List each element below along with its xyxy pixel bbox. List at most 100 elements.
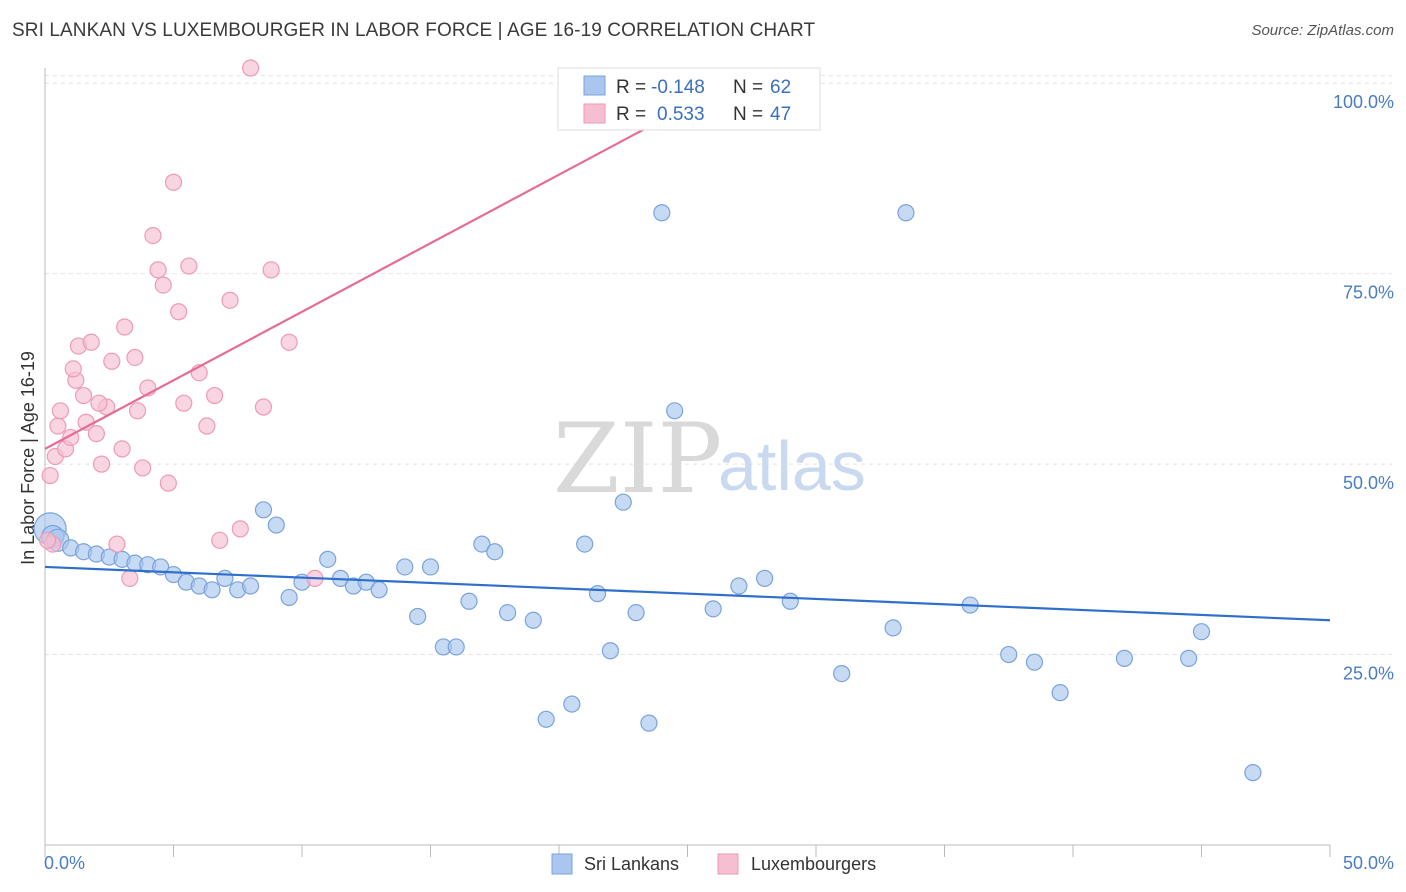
sri-lankans-point-40 xyxy=(588,585,607,603)
sri-lankans-point-20 xyxy=(280,588,298,607)
sri-lankans-point-41 xyxy=(601,642,620,660)
sri-lankans-point-38 xyxy=(563,695,581,713)
legend-swatch-luxembourgers xyxy=(717,853,739,875)
sri-lankans-points xyxy=(33,204,1262,782)
luxembourgers-point-12 xyxy=(87,425,106,443)
sri-lankans-point-15 xyxy=(216,569,234,587)
stats-n-label-1: N = xyxy=(733,77,763,98)
chart-source: Source: ZipAtlas.com xyxy=(1251,22,1394,39)
luxembourgers-point-22 xyxy=(134,459,152,477)
sri-lankans-point-17 xyxy=(242,577,260,595)
gridlines xyxy=(45,75,1392,656)
chart-title: SRI LANKAN VS LUXEMBOURGER IN LABOR FORC… xyxy=(12,20,816,41)
sri-lankans-point-48 xyxy=(730,577,748,595)
luxembourgers-point-29 xyxy=(170,303,188,321)
luxembourgers-point-33 xyxy=(198,417,216,435)
luxembourgers-point-34 xyxy=(206,386,224,405)
sri-lankans-point-36 xyxy=(524,611,542,629)
luxembourgers-point-37 xyxy=(231,520,249,538)
luxembourgers-point-24 xyxy=(144,226,162,245)
sri-lankans-point-45 xyxy=(653,204,671,222)
luxembourgers-point-41 xyxy=(280,333,298,351)
sri-lankans-point-26 xyxy=(370,581,388,599)
sri-lankans-point-44 xyxy=(640,714,658,732)
watermark-atlas: atlas xyxy=(718,427,866,505)
y-tick-label-100: 100.0% xyxy=(1333,92,1394,112)
legend-label-luxembourgers: Luxembourgers xyxy=(751,854,876,874)
sri-lankans-point-33 xyxy=(473,535,491,553)
luxembourgers-point-19 xyxy=(121,569,139,587)
y-tick-label-25: 25.0% xyxy=(1343,664,1394,684)
sri-lankans-point-52 xyxy=(884,619,902,637)
sri-lankans-point-37 xyxy=(537,710,555,728)
luxembourgers-point-35 xyxy=(211,531,229,549)
stats-n-label-2: N = xyxy=(733,104,763,125)
sri-lankans-point-57 xyxy=(1051,684,1069,702)
luxembourgers-point-13 xyxy=(92,455,111,473)
luxembourgers-point-44 xyxy=(38,531,57,549)
luxembourgers-point-36 xyxy=(221,291,239,309)
luxembourgers-swatch xyxy=(583,103,606,124)
x-tick-label-min: 0.0% xyxy=(44,853,85,873)
y-tick-label-50: 50.0% xyxy=(1343,473,1394,493)
luxembourgers-point-0 xyxy=(41,466,59,485)
luxembourgers-trend-line xyxy=(44,105,689,450)
stats-n-value-2: 47 xyxy=(770,104,791,125)
sri-lankans-point-27 xyxy=(396,558,414,576)
sri-lankans-point-47 xyxy=(704,600,722,618)
sri-lankans-point-19 xyxy=(267,516,285,534)
stats-r-label-1: R = xyxy=(616,77,646,98)
bottom-legend: Sri Lankans Luxembourgers xyxy=(551,853,876,875)
luxembourgers-point-3 xyxy=(49,417,67,435)
sri-lankans-point-18 xyxy=(254,501,273,519)
sri-lankans-point-61 xyxy=(1244,764,1262,782)
luxembourgers-point-30 xyxy=(175,394,193,412)
sri-lankans-point-32 xyxy=(460,592,478,610)
luxembourgers-point-39 xyxy=(254,398,273,416)
sri-lankans-point-22 xyxy=(319,550,337,568)
sri-lankans-point-34 xyxy=(486,543,504,561)
luxembourgers-point-11 xyxy=(82,333,100,351)
sri-lankans-point-14 xyxy=(203,581,221,599)
sri-lankans-point-43 xyxy=(627,604,645,622)
luxembourgers-point-26 xyxy=(154,276,172,294)
luxembourgers-point-17 xyxy=(113,440,131,458)
stats-r-value-2: 0.533 xyxy=(657,104,705,125)
luxembourgers-point-45 xyxy=(64,360,82,378)
sri-lankans-point-51 xyxy=(833,665,851,683)
sri-lankans-point-58 xyxy=(1115,649,1134,667)
sri-lankans-point-49 xyxy=(755,569,774,587)
sri-lankans-point-31 xyxy=(447,638,465,656)
luxembourgers-point-20 xyxy=(126,348,144,367)
luxembourgers-point-16 xyxy=(108,535,126,553)
sri-lankans-swatch xyxy=(583,75,606,96)
sri-lankans-point-60 xyxy=(1180,649,1198,667)
watermark-zip: ZIP xyxy=(553,403,722,515)
sri-lankans-point-25 xyxy=(357,573,375,591)
sri-lankans-point-11 xyxy=(164,565,183,584)
luxembourgers-point-25 xyxy=(149,261,167,279)
sri-lankans-point-59 xyxy=(1192,623,1211,641)
sri-lankans-point-56 xyxy=(1025,653,1044,671)
luxembourgers-point-9 xyxy=(74,386,93,405)
sri-lankans-point-28 xyxy=(409,607,427,626)
sri-lankans-trend-line xyxy=(44,565,1331,622)
sri-lankans-point-29 xyxy=(421,558,440,576)
luxembourgers-point-31 xyxy=(180,257,198,275)
stats-n-value-1: 62 xyxy=(770,77,791,98)
stats-legend: R = -0.148 N = 62 R = 0.533 N = 47 xyxy=(557,67,821,131)
luxembourgers-point-46 xyxy=(90,394,108,412)
luxembourgers-points xyxy=(38,59,658,587)
y-tick-labels: 25.0% 50.0% 75.0% 100.0% xyxy=(1333,92,1394,683)
y-axis-label: In Labor Force | Age 16-19 xyxy=(18,351,38,565)
luxembourgers-point-27 xyxy=(159,474,177,492)
trend-lines xyxy=(44,105,1331,622)
legend-label-sri-lankans: Sri Lankans xyxy=(584,854,679,874)
sri-lankans-point-53 xyxy=(897,204,915,222)
luxembourgers-point-38 xyxy=(242,59,260,77)
legend-swatch-sri-lankans xyxy=(551,853,573,875)
luxembourgers-point-40 xyxy=(262,261,280,279)
sri-lankans-point-35 xyxy=(499,604,517,622)
x-tick-label-max: 50.0% xyxy=(1343,853,1394,873)
